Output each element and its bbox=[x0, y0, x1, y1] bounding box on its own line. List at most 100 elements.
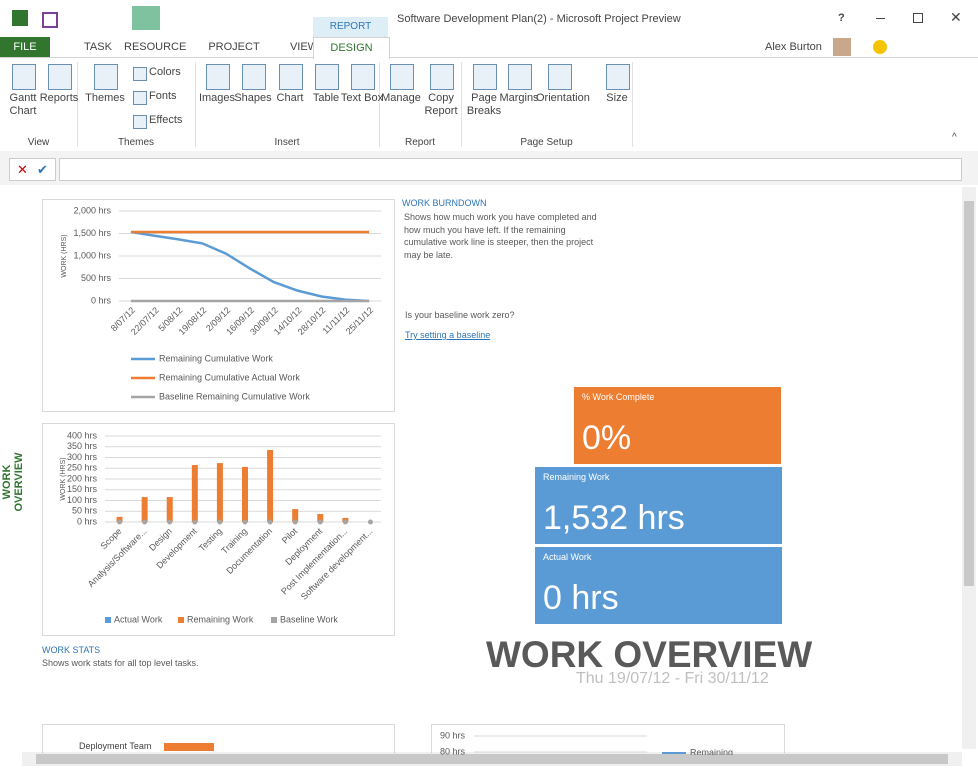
group-separator bbox=[632, 62, 633, 147]
ribbon-button[interactable]: Gantt Chart bbox=[9, 92, 37, 117]
legend-label: Baseline Work bbox=[280, 614, 338, 624]
y-axis-label: WORK (HRS) bbox=[61, 234, 68, 277]
baseline-dot bbox=[142, 519, 148, 525]
burndown-heading: WORK BURNDOWN bbox=[402, 198, 487, 208]
kpi-value: 1,532 hrs bbox=[543, 499, 685, 537]
ribbon-button[interactable]: Size bbox=[606, 92, 628, 104]
kpi-label: % Work Complete bbox=[582, 392, 655, 402]
ribbon-tab[interactable]: DESIGN bbox=[313, 37, 390, 59]
ribbon-icon bbox=[430, 64, 454, 90]
y-tick-label: 150 hrs bbox=[67, 484, 98, 494]
ribbon-button[interactable]: Colors bbox=[149, 66, 181, 78]
bar bbox=[116, 516, 123, 522]
baseline-dot bbox=[117, 519, 123, 525]
legend-label: Remaining bbox=[690, 747, 733, 755]
entry-buttons: ✕ ✔ bbox=[9, 158, 56, 181]
y-tick-label: 90 hrs bbox=[440, 730, 466, 740]
ribbon-button[interactable]: Chart bbox=[276, 92, 304, 104]
horizontal-scrollbar[interactable] bbox=[22, 752, 962, 766]
kpi-label: Remaining Work bbox=[543, 472, 610, 482]
bar bbox=[191, 465, 198, 522]
group-label: Themes bbox=[117, 137, 155, 148]
ribbon-icon bbox=[508, 64, 532, 90]
help-button[interactable]: ? bbox=[838, 12, 845, 24]
kpi-value: 0% bbox=[582, 419, 632, 457]
ribbon-icon bbox=[279, 64, 303, 90]
kpi-tile: Actual Work 0 hrs bbox=[535, 547, 782, 624]
legend-swatch bbox=[271, 617, 277, 623]
collapse-ribbon[interactable]: ^ bbox=[952, 132, 957, 143]
save-icon[interactable] bbox=[42, 12, 58, 28]
team-label: Deployment Team bbox=[79, 741, 152, 751]
ribbon-icon bbox=[390, 64, 414, 90]
ribbon-button[interactable]: Reports bbox=[39, 92, 79, 104]
ribbon-tab[interactable]: VIEW bbox=[289, 41, 319, 53]
entry-field[interactable] bbox=[59, 158, 962, 181]
ribbon-button[interactable]: Manage bbox=[381, 92, 421, 104]
group-separator bbox=[379, 62, 380, 147]
ribbon-tab[interactable]: TASK bbox=[84, 41, 112, 53]
ribbon-button[interactable]: Table bbox=[312, 92, 340, 104]
close-button[interactable]: ✕ bbox=[950, 9, 962, 25]
bar bbox=[292, 509, 299, 522]
ribbon-button[interactable]: Themes bbox=[85, 92, 125, 104]
ribbon-icon bbox=[315, 64, 339, 90]
y-axis-label: WORK (HRS) bbox=[60, 457, 67, 500]
group-separator bbox=[461, 62, 462, 147]
y-tick-label: 80 hrs bbox=[440, 746, 466, 755]
feedback-icon[interactable] bbox=[873, 40, 887, 54]
ribbon-button[interactable]: Fonts bbox=[149, 90, 177, 102]
team-chart-frame: Deployment Team bbox=[42, 724, 395, 755]
group-label: Insert bbox=[274, 137, 300, 148]
x-tick-label: Pilot bbox=[280, 526, 300, 546]
lower-chart-frame: 80 hrs 90 hrs Remaining bbox=[431, 724, 785, 757]
ribbon-button[interactable]: Orientation bbox=[536, 92, 590, 104]
legend-label: Remaining Cumulative Actual Work bbox=[159, 372, 300, 382]
group-label: Report bbox=[404, 137, 435, 148]
quick-access-button[interactable] bbox=[132, 6, 160, 30]
legend-label: Baseline Remaining Cumulative Work bbox=[159, 391, 310, 401]
y-tick-label: 300 hrs bbox=[67, 452, 98, 462]
ribbon-button[interactable]: Page Breaks bbox=[466, 92, 502, 117]
bar bbox=[267, 449, 274, 522]
legend-label: Remaining Work bbox=[187, 614, 254, 624]
ribbon-icon bbox=[133, 67, 147, 81]
legend-swatch bbox=[105, 617, 111, 623]
ribbon-tab[interactable]: FILE bbox=[0, 37, 50, 57]
ribbon-tab[interactable]: RESOURCE bbox=[124, 41, 187, 53]
legend-swatch bbox=[178, 617, 184, 623]
ribbon-tab[interactable]: PROJECT bbox=[208, 41, 260, 53]
ribbon-button[interactable]: Shapes bbox=[234, 92, 272, 104]
user-name[interactable]: Alex Burton bbox=[765, 41, 822, 53]
y-tick-label: 200 hrs bbox=[67, 473, 98, 483]
data-line bbox=[130, 230, 370, 303]
y-tick-label: 250 hrs bbox=[67, 463, 98, 473]
ribbon-icon bbox=[12, 64, 36, 90]
ribbon-button[interactable]: Margins bbox=[499, 92, 539, 104]
bar bbox=[141, 497, 148, 522]
report-title: WORK OVERVIEW bbox=[486, 634, 813, 675]
x-tick-label: Documentation bbox=[224, 526, 274, 576]
burndown-chart: WORK (HRS) 0 hrs 500 hrs 1,000 hrs 1,500 hrs… bbox=[61, 205, 381, 401]
baseline-dot bbox=[217, 519, 223, 525]
ribbon-button[interactable]: Text Box bbox=[340, 92, 384, 104]
stats-frame: WORK (HRS) 0 hrs 50 hrs 100 hrs 150 hrs 200 h… bbox=[42, 423, 395, 636]
kpi-label: Actual Work bbox=[543, 552, 592, 562]
baseline-link[interactable]: Try setting a baseline bbox=[405, 330, 491, 340]
vertical-scrollbar[interactable] bbox=[962, 187, 976, 749]
baseline-dot bbox=[367, 519, 373, 525]
ribbon-icon bbox=[548, 64, 572, 90]
maximize-button[interactable] bbox=[913, 13, 923, 23]
ribbon-icon bbox=[606, 64, 630, 90]
bar bbox=[242, 466, 248, 522]
baseline-dot bbox=[192, 519, 198, 525]
ribbon-button[interactable]: Images bbox=[198, 92, 236, 104]
ribbon-button[interactable]: Effects bbox=[149, 114, 183, 126]
y-tick-label: 0 hrs bbox=[77, 516, 98, 526]
group-label: View bbox=[27, 137, 50, 148]
minimize-button[interactable] bbox=[876, 18, 885, 19]
side-label: WORK OVERVIEW bbox=[1, 452, 25, 512]
ribbon-button[interactable]: Copy Report bbox=[424, 92, 458, 117]
